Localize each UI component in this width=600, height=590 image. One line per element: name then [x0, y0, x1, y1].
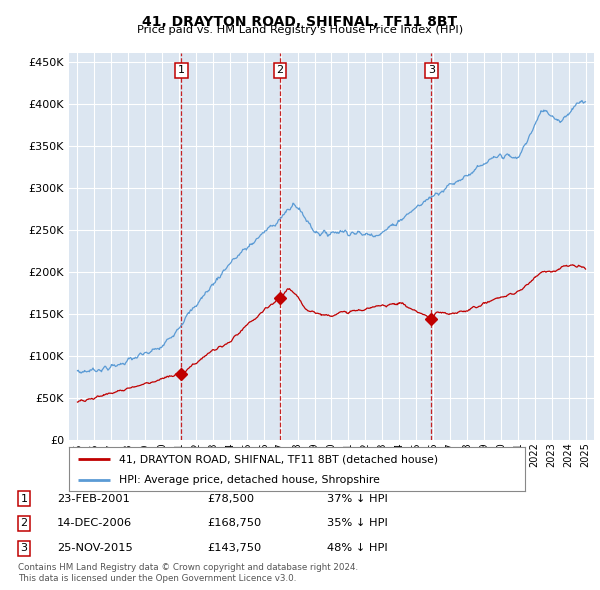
- Text: £143,750: £143,750: [207, 543, 261, 553]
- Text: 2: 2: [276, 65, 283, 76]
- Text: 3: 3: [428, 65, 435, 76]
- Text: 25-NOV-2015: 25-NOV-2015: [57, 543, 133, 553]
- Text: This data is licensed under the Open Government Licence v3.0.: This data is licensed under the Open Gov…: [18, 574, 296, 583]
- Text: 1: 1: [20, 494, 28, 503]
- Text: £168,750: £168,750: [207, 519, 261, 528]
- Text: 41, DRAYTON ROAD, SHIFNAL, TF11 8BT (detached house): 41, DRAYTON ROAD, SHIFNAL, TF11 8BT (det…: [119, 454, 438, 464]
- Text: 3: 3: [20, 543, 28, 553]
- Text: 41, DRAYTON ROAD, SHIFNAL, TF11 8BT: 41, DRAYTON ROAD, SHIFNAL, TF11 8BT: [142, 15, 458, 29]
- Text: 23-FEB-2001: 23-FEB-2001: [57, 494, 130, 503]
- Text: HPI: Average price, detached house, Shropshire: HPI: Average price, detached house, Shro…: [119, 475, 380, 485]
- Text: 1: 1: [178, 65, 185, 76]
- Text: 37% ↓ HPI: 37% ↓ HPI: [327, 494, 388, 503]
- Text: 35% ↓ HPI: 35% ↓ HPI: [327, 519, 388, 528]
- Text: Contains HM Land Registry data © Crown copyright and database right 2024.: Contains HM Land Registry data © Crown c…: [18, 563, 358, 572]
- Text: Price paid vs. HM Land Registry's House Price Index (HPI): Price paid vs. HM Land Registry's House …: [137, 25, 463, 35]
- Text: 2: 2: [20, 519, 28, 528]
- Text: £78,500: £78,500: [207, 494, 254, 503]
- Text: 14-DEC-2006: 14-DEC-2006: [57, 519, 132, 528]
- Text: 48% ↓ HPI: 48% ↓ HPI: [327, 543, 388, 553]
